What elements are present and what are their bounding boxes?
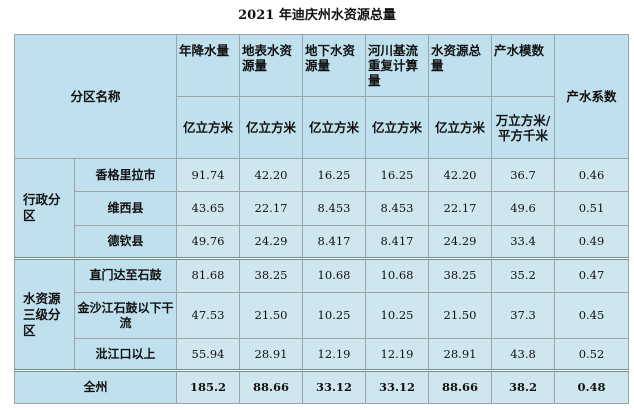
table-cell: 0.45 bbox=[554, 291, 630, 340]
table-cell: 55.94 bbox=[176, 338, 241, 372]
table-row: 维西县 43.65 22.17 8.453 8.453 22.17 49.6 0… bbox=[15, 191, 630, 227]
col-header-name: 年降水量 bbox=[176, 34, 241, 97]
region-name-header: 分区名称 bbox=[13, 33, 178, 160]
row-label: 金沙江石鼓以下干流 bbox=[73, 291, 178, 340]
table-cell: 16.25 bbox=[302, 158, 367, 193]
table-cell: 49.6 bbox=[491, 191, 556, 227]
table-cell: 88.66 bbox=[428, 369, 493, 404]
table-cell: 12.19 bbox=[302, 338, 367, 372]
group-label: 水资源三级分区 bbox=[14, 257, 75, 372]
row-label: 香格里拉市 bbox=[73, 158, 178, 193]
table-cell: 38.2 bbox=[491, 369, 556, 404]
table-cell: 10.68 bbox=[302, 257, 367, 293]
table-cell: 10.25 bbox=[365, 291, 430, 340]
table-cell: 88.66 bbox=[239, 369, 304, 404]
table-cell: 0.51 bbox=[554, 191, 630, 227]
table-cell: 0.47 bbox=[554, 257, 630, 293]
table-cell: 43.65 bbox=[176, 191, 241, 227]
header-row-units: 亿立方米 亿立方米 亿立方米 亿立方米 亿立方米 万立方米/平方千米 bbox=[15, 95, 629, 160]
table-cell: 28.91 bbox=[428, 338, 493, 372]
col-header-unit: 万立方米/平方千米 bbox=[491, 95, 556, 160]
col-header-unit: 亿立方米 bbox=[176, 95, 241, 160]
col-header-name: 地表水资源量 bbox=[239, 34, 304, 97]
table-cell: 185.2 bbox=[176, 369, 241, 404]
table-cell: 47.53 bbox=[176, 291, 241, 340]
table-cell: 91.74 bbox=[176, 158, 241, 193]
col-header-unit: 亿立方米 bbox=[302, 95, 367, 160]
col-header-unit: 亿立方米 bbox=[239, 95, 304, 160]
water-resources-table: 分区名称 年降水量 地表水资源量 地下水资源量 河川基流重复计算量 水资源总量 … bbox=[13, 33, 630, 404]
table-row: 德钦县 49.76 24.29 8.417 8.417 24.29 33.4 0… bbox=[15, 225, 630, 260]
table-cell: 10.25 bbox=[302, 291, 367, 340]
total-label: 全州 bbox=[13, 369, 178, 404]
table-cell: 81.68 bbox=[176, 257, 241, 293]
table-title: 2021 年迪庆州水资源总量 bbox=[238, 8, 396, 23]
table-cell: 33.4 bbox=[491, 225, 556, 260]
table-cell: 8.453 bbox=[302, 191, 367, 227]
table-cell: 43.8 bbox=[491, 338, 556, 372]
table-cell: 28.91 bbox=[239, 338, 304, 372]
table-cell: 0.46 bbox=[554, 158, 630, 193]
col-header-name: 河川基流重复计算量 bbox=[365, 34, 430, 97]
table-cell: 33.12 bbox=[365, 369, 430, 404]
col-header-name: 产水模数 bbox=[491, 34, 556, 97]
col-header-name: 水资源总量 bbox=[428, 34, 493, 97]
table-cell: 36.7 bbox=[491, 158, 556, 193]
table-cell: 8.417 bbox=[365, 225, 430, 260]
table-cell: 0.48 bbox=[554, 369, 630, 404]
table-cell: 10.68 bbox=[365, 257, 430, 293]
group-label: 行政分区 bbox=[14, 158, 75, 260]
table-cell: 21.50 bbox=[428, 291, 493, 340]
total-row: 全州 185.2 88.66 33.12 33.12 88.66 38.2 0.… bbox=[13, 369, 630, 404]
row-label: 沘江口以上 bbox=[73, 338, 178, 372]
col-header-unit: 亿立方米 bbox=[428, 95, 493, 160]
table-row: 沘江口以上 55.94 28.91 12.19 12.19 28.91 43.8… bbox=[15, 338, 630, 372]
table-cell: 49.76 bbox=[176, 225, 241, 260]
table-cell: 24.29 bbox=[239, 225, 304, 260]
table-cell: 21.50 bbox=[239, 291, 304, 340]
col-header-unit: 亿立方米 bbox=[365, 95, 430, 160]
table-cell: 42.20 bbox=[239, 158, 304, 193]
table-row: 金沙江石鼓以下干流 47.53 21.50 10.25 10.25 21.50 … bbox=[15, 291, 630, 340]
table-cell: 33.12 bbox=[302, 369, 367, 404]
table-cell: 38.25 bbox=[428, 257, 493, 293]
table-cell: 42.20 bbox=[428, 158, 493, 193]
col-header-name: 地下水资源量 bbox=[302, 34, 367, 97]
row-label: 维西县 bbox=[73, 191, 178, 227]
table-cell: 8.453 bbox=[365, 191, 430, 227]
table-cell: 0.49 bbox=[554, 225, 630, 260]
row-label: 德钦县 bbox=[73, 225, 178, 260]
table-cell: 24.29 bbox=[428, 225, 493, 260]
col-header-name: 产水系数 bbox=[554, 33, 630, 160]
table-cell: 0.52 bbox=[554, 338, 630, 372]
table-cell: 12.19 bbox=[365, 338, 430, 372]
table-row: 行政分区 香格里拉市 91.74 42.20 16.25 16.25 42.20… bbox=[14, 158, 630, 260]
header-row-names: 分区名称 年降水量 地表水资源量 地下水资源量 河川基流重复计算量 水资源总量 … bbox=[13, 33, 630, 160]
table-cell: 22.17 bbox=[428, 191, 493, 227]
table-cell: 22.17 bbox=[239, 191, 304, 227]
table-cell: 38.25 bbox=[239, 257, 304, 293]
table-cell: 16.25 bbox=[365, 158, 430, 193]
table-cell: 8.417 bbox=[302, 225, 367, 260]
table-row: 水资源三级分区 直门达至石鼓 81.68 38.25 10.68 10.68 3… bbox=[14, 257, 630, 372]
row-label: 直门达至石鼓 bbox=[73, 257, 178, 293]
table-cell: 35.2 bbox=[491, 257, 556, 293]
table-cell: 37.3 bbox=[491, 291, 556, 340]
